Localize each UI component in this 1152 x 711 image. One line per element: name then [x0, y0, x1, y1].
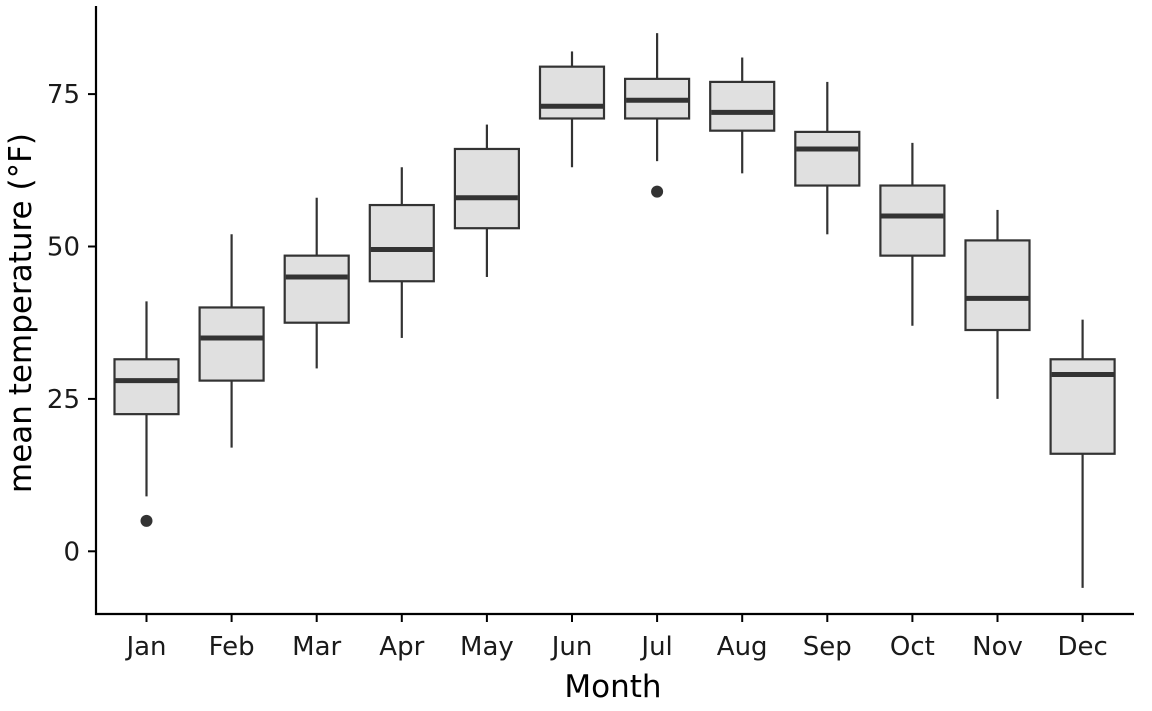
- x-tick-label: May: [460, 632, 514, 662]
- box-may: [453, 124, 520, 277]
- iqr-box: [538, 65, 606, 120]
- x-tick-label: Feb: [209, 632, 255, 662]
- x-tick-label: Mar: [292, 632, 341, 662]
- x-tick-label: Sep: [803, 632, 852, 662]
- iqr-box: [283, 254, 350, 324]
- x-axis-ticks: Jan Feb Mar Apr May Jun Jul Aug Sep Oct Nov Dec: [124, 614, 1108, 662]
- iqr-box: [964, 239, 1031, 332]
- box-jul: [623, 33, 691, 198]
- iqr-box: [794, 130, 861, 187]
- box-oct: [879, 142, 946, 326]
- y-tick-label: 50: [47, 233, 80, 263]
- outlier-point: [140, 514, 153, 527]
- x-tick-label: Jan: [124, 632, 166, 662]
- box-jan: [113, 301, 180, 527]
- y-tick-label: 25: [47, 385, 80, 415]
- y-tick-label: 75: [47, 80, 80, 110]
- y-axis-ticks: 0 25 50 75: [47, 80, 96, 567]
- box-mar: [283, 197, 350, 369]
- box-apr: [368, 167, 435, 338]
- x-tick-label: Aug: [717, 632, 768, 662]
- x-tick-label: Dec: [1057, 632, 1107, 662]
- y-axis-title: mean temperature (°F): [3, 133, 39, 493]
- x-tick-label: Jul: [639, 632, 672, 662]
- outlier-point: [651, 185, 664, 198]
- iqr-box: [198, 306, 265, 382]
- box-aug: [709, 57, 776, 174]
- iqr-box: [879, 184, 946, 257]
- x-tick-label: Apr: [379, 632, 424, 662]
- box-dec: [1049, 319, 1116, 588]
- iqr-box: [368, 203, 435, 283]
- iqr-box: [113, 358, 180, 416]
- x-tick-label: Oct: [890, 632, 935, 662]
- iqr-box: [709, 80, 776, 132]
- box-nov: [964, 209, 1031, 399]
- box-sep: [794, 81, 861, 235]
- x-tick-label: Jun: [550, 632, 593, 662]
- x-tick-label: Nov: [972, 632, 1023, 662]
- y-tick-label: 0: [63, 537, 80, 567]
- iqr-box: [453, 147, 520, 230]
- x-axis-title: Month: [564, 669, 661, 705]
- box-feb: [198, 234, 265, 448]
- plot-area: [113, 33, 1116, 588]
- box-jun: [538, 51, 606, 168]
